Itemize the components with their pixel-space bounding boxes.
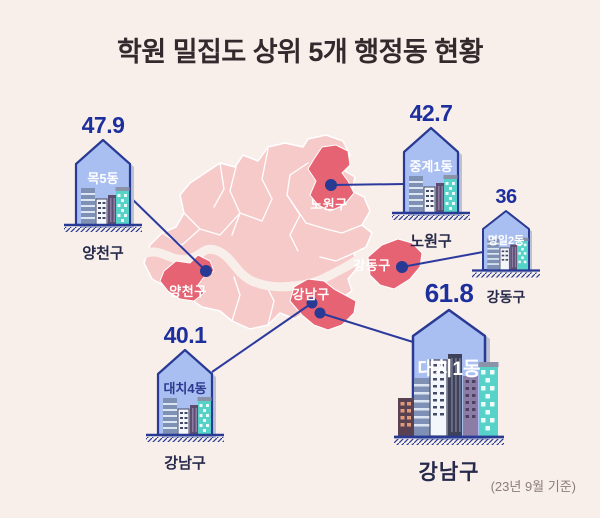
connector-nowon [330, 183, 405, 186]
district-label: 강남구 [164, 455, 206, 472]
house-junggye1: 중계1동 [388, 126, 474, 227]
map-label-yangcheon: 양천구 [169, 284, 207, 299]
footnote: (23년 9월 기준) [490, 479, 576, 494]
connector-daechi1 [319, 312, 414, 343]
map-label-gangnam: 강남구 [292, 287, 330, 302]
page-title: 학원 밀집도 상위 5개 행정동 현황 [117, 37, 483, 67]
buildings-icon [163, 397, 212, 436]
dong-label: 목5동 [87, 171, 119, 186]
callout-junggye1: 42.7 중계1동 [388, 100, 474, 251]
dong-label: 명일2동 [487, 235, 525, 247]
callout-daechi1: 61.8 [394, 278, 504, 486]
map-dot-gangdong [396, 261, 408, 273]
house-icon [394, 308, 504, 445]
map-dot-daechi1 [314, 307, 326, 319]
house-icon [146, 348, 224, 442]
connector-daechi4 [211, 302, 313, 373]
value-daechi1: 61.8 [424, 278, 474, 308]
callout-myeongil2: 36 명일2동 [470, 185, 542, 307]
callout-daechi4: 40.1 대치4동 [142, 322, 228, 473]
value-daechi4: 40.1 [163, 322, 207, 348]
house-daechi4: 대치4동 [142, 348, 228, 449]
house-mok5: 목5동 [60, 138, 146, 239]
district-label: 양천구 [82, 245, 124, 262]
connector-gangdong [401, 251, 484, 268]
map-dot-nowon [325, 179, 337, 191]
connector-yangcheon [129, 196, 207, 272]
house-myeongil2: 명일2동 [470, 209, 542, 284]
callout-mok5: 47.9 목5동 [60, 112, 146, 263]
house-icon [392, 126, 470, 220]
buildings-icon [81, 187, 130, 226]
dong-label: 대치1동 [417, 359, 481, 380]
han-river [140, 240, 391, 292]
map-label-nowon: 노원구 [310, 197, 348, 212]
dong-label: 대치4동 [163, 381, 207, 396]
map-district-gangdong [367, 238, 423, 290]
map-label-gangdong: 강동구 [353, 258, 391, 273]
map-dot-yangcheon [200, 265, 212, 277]
map-dot-daechi4 [306, 297, 318, 309]
map-district-nowon [307, 144, 355, 212]
district-label: 노원구 [410, 233, 452, 250]
buildings-icon [409, 175, 458, 214]
dong-label: 중계1동 [409, 159, 453, 174]
buildings-icon [398, 354, 499, 437]
house-daechi1: 대치1동 [394, 308, 504, 453]
district-label: 강동구 [486, 289, 526, 305]
buildings-icon [487, 237, 529, 271]
value-mok5: 47.9 [81, 112, 125, 138]
house-icon [472, 210, 540, 278]
district-label: 강남구 [418, 461, 480, 484]
house-icon [64, 138, 142, 232]
value-junggye1: 42.7 [409, 100, 453, 126]
seoul-map [140, 134, 423, 331]
value-myeongil2: 36 [495, 186, 517, 208]
map-district-gangnam [289, 278, 357, 331]
